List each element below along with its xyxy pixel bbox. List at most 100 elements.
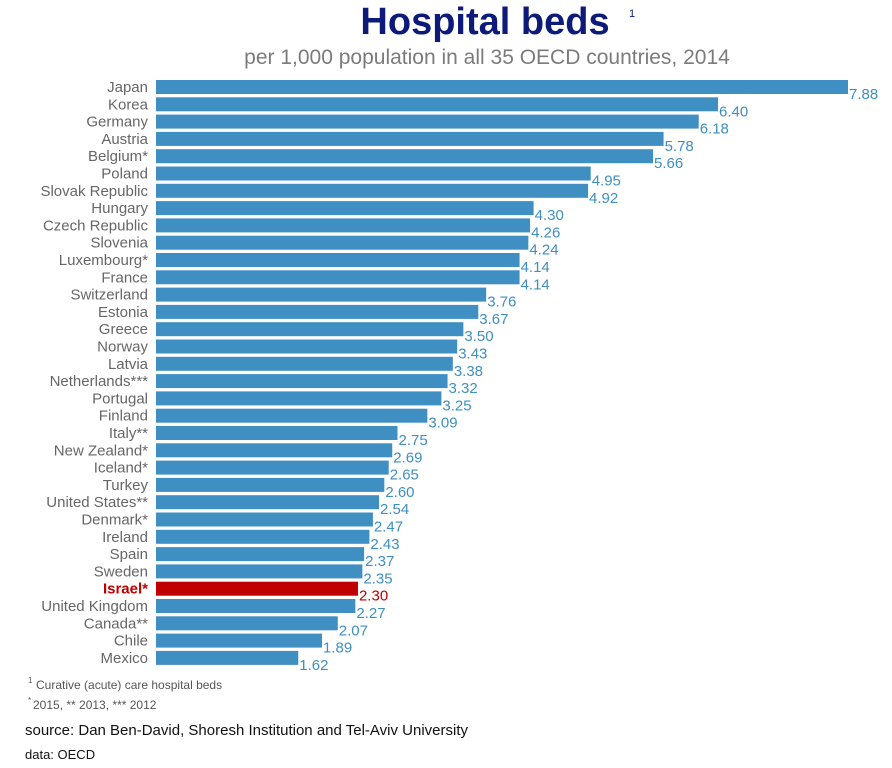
bar-chile [156,633,322,648]
category-label-poland: Poland [101,166,148,183]
chart-title: Hospital beds [360,1,609,43]
category-label-greece: Greece [99,321,148,338]
bars-group [156,80,848,665]
value-label-korea: 6.40 [719,103,748,120]
category-label-mexico: Mexico [100,650,148,667]
category-label-luxembourg: Luxembourg* [59,252,148,269]
footnote-2-text: 2015, ** 2013, *** 2012 [33,698,157,712]
category-label-portugal: Portugal [92,390,148,407]
bar-denmark [156,512,373,527]
category-label-estonia: Estonia [98,304,149,321]
bar-sweden [156,564,363,579]
bar-latvia [156,356,453,371]
value-label-united-kingdom: 2.27 [356,605,385,622]
category-label-germany: Germany [86,114,148,131]
value-label-finland: 3.09 [428,415,457,432]
category-label-canada: Canada** [84,615,148,632]
category-label-hungary: Hungary [91,200,148,217]
value-label-germany: 6.18 [700,121,729,138]
value-label-chile: 1.89 [323,640,352,657]
category-label-austria: Austria [101,131,148,148]
bar-czech-republic [156,218,531,233]
bar-greece [156,322,464,337]
bar-japan [156,80,848,94]
value-label-luxembourg: 4.14 [521,259,550,276]
footnote-1-text: Curative (acute) care hospital beds [36,678,222,692]
category-label-latvia: Latvia [108,356,149,373]
bar-hungary [156,201,534,216]
value-label-sweden: 2.35 [363,570,392,587]
category-label-sweden: Sweden [94,563,148,580]
bar-italy [156,426,398,440]
value-label-switzerland: 3.76 [487,294,516,311]
value-label-israel: 2.30 [359,588,388,605]
value-label-turkey: 2.60 [385,484,414,501]
value-label-austria: 5.78 [665,138,694,155]
category-label-chile: Chile [114,633,148,650]
value-label-japan: 7.88 [849,86,878,103]
value-label-ireland: 2.43 [370,536,399,553]
bar-spain [156,547,365,562]
value-label-denmark: 2.47 [374,519,403,536]
bar-canada [156,616,338,631]
category-label-netherlands: Netherlands*** [50,373,149,390]
category-label-denmark: Denmark* [81,512,148,529]
bar-belgium [156,149,654,164]
bar-poland [156,166,591,181]
value-label-poland: 4.95 [592,173,621,190]
value-label-estonia: 3.67 [479,311,508,328]
value-label-norway: 3.43 [458,346,487,363]
category-label-israel: Israel* [103,581,148,598]
category-label-turkey: Turkey [103,477,149,494]
category-label-ireland: Ireland [102,529,148,546]
category-label-iceland: Iceland* [94,460,148,477]
category-label-korea: Korea [108,96,149,113]
category-labels-group: JapanKoreaGermanyAustriaBelgium*PolandSl… [40,79,148,667]
value-label-portugal: 3.25 [442,397,471,414]
bar-france [156,270,520,285]
value-label-new-zealand: 2.69 [393,449,422,466]
bar-mexico [156,650,299,665]
value-label-hungary: 4.30 [535,207,564,224]
value-labels-group: 7.88 6.406.18 5.785.66 4.954.92 4.304.264.24… [299,86,878,674]
value-label-united-states: 2.54 [380,501,409,518]
category-label-switzerland: Switzerland [70,287,148,304]
bar-netherlands [156,374,448,389]
bar-united-states [156,495,380,510]
bar-new-zealand [156,443,393,458]
category-label-france: France [101,269,148,286]
bar-portugal [156,391,442,406]
category-label-united-states: United States** [46,494,148,511]
category-label-united-kingdom: United Kingdom [41,598,148,615]
bar-norway [156,339,458,354]
category-label-slovenia: Slovenia [90,235,148,252]
value-label-italy: 2.75 [398,432,427,449]
category-label-slovak-republic: Slovak Republic [40,183,148,200]
bar-austria [156,131,664,146]
category-label-finland: Finland [99,408,148,425]
bar-iceland [156,460,389,475]
bar-switzerland [156,287,487,302]
value-label-spain: 2.37 [365,553,394,570]
value-label-slovak-republic: 4.92 [589,190,618,207]
bar-germany [156,114,699,129]
footnote-1-marker: 1 [28,676,33,685]
chart-subtitle: per 1,000 population in all 35 OECD coun… [244,46,730,69]
value-label-slovenia: 4.24 [529,242,558,259]
value-label-latvia: 3.38 [454,363,483,380]
category-label-spain: Spain [110,546,148,563]
bar-slovenia [156,235,529,250]
bar-estonia [156,304,479,319]
bar-turkey [156,477,385,492]
category-label-czech-republic: Czech Republic [43,217,149,234]
value-label-netherlands: 3.32 [449,380,478,397]
bar-slovak-republic [156,183,589,198]
bar-israel [156,581,358,596]
value-label-france: 4.14 [521,276,550,293]
source-note: source: Dan Ben-David, Shoresh Instituti… [25,722,468,739]
bar-united-kingdom [156,599,356,613]
value-label-czech-republic: 4.26 [531,224,560,241]
bar-finland [156,408,428,423]
value-label-iceland: 2.65 [390,467,419,484]
